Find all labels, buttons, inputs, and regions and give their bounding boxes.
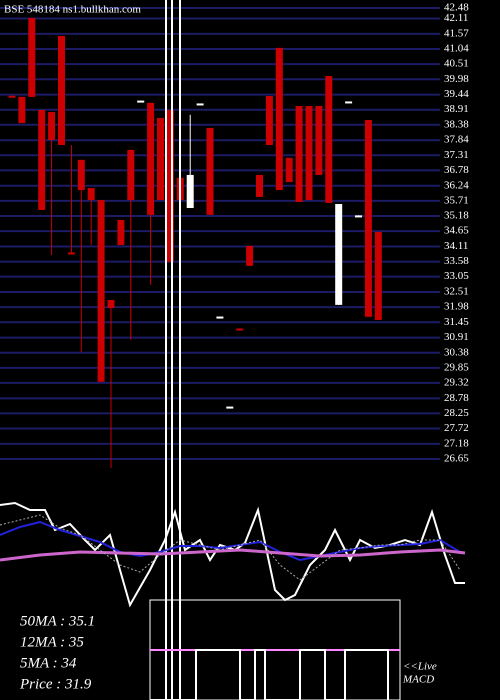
candle-body (137, 100, 145, 103)
candle-body (345, 101, 353, 104)
y-tick-label: 38.91 (444, 103, 469, 115)
y-tick-label: 29.85 (444, 361, 469, 373)
candle-body (157, 117, 164, 201)
candle-body (77, 159, 85, 191)
candle-body (87, 188, 95, 201)
y-tick-label: 31.98 (444, 301, 469, 313)
candle-body (315, 106, 323, 175)
chart-title: BSE 548184 ns1.bullkhan.com (4, 4, 141, 16)
candle-body (325, 76, 333, 203)
y-tick-label: 34.11 (444, 240, 468, 252)
stat-label: Price : 31.9 (19, 676, 92, 692)
candle-body (206, 127, 214, 215)
candle-body (305, 106, 313, 201)
candle-body (216, 316, 224, 319)
y-tick-label: 41.57 (444, 27, 469, 39)
candle-body (265, 96, 273, 146)
y-tick-label: 36.24 (444, 179, 469, 191)
stats: 50MA : 35.1 12MA : 35 5MA : 34 Price : 31.9… (19, 613, 437, 692)
candle-body (374, 231, 382, 320)
y-tick-label: 29.32 (444, 376, 469, 388)
stat-label: 12MA : 35 (20, 634, 84, 650)
candle-body (48, 111, 56, 140)
candle-body (295, 106, 303, 203)
y-tick-label: 36.78 (444, 164, 469, 176)
candle-body (18, 96, 26, 124)
candle-body (38, 109, 46, 210)
live-label: <<Live (403, 661, 437, 673)
candle-body (285, 157, 293, 183)
ma-line (0, 514, 461, 581)
stat-label: 5MA : 34 (20, 655, 77, 671)
candle-body (256, 174, 263, 197)
y-tick-label: 40.51 (444, 58, 469, 70)
candle-body (364, 119, 372, 317)
y-tick-label: 42.11 (444, 12, 468, 24)
y-tick-label: 33.05 (444, 270, 469, 282)
candle-body (335, 204, 343, 305)
y-tick-label: 33.58 (444, 255, 469, 267)
stat-label: 50MA : 35.1 (20, 613, 95, 629)
candle-body (147, 102, 155, 215)
y-tick-label: 30.91 (444, 331, 469, 343)
y-tick-label: 32.51 (444, 286, 469, 298)
y-tick-label: 35.18 (444, 210, 469, 222)
candle-body (97, 200, 105, 382)
y-tick-label: 39.98 (444, 73, 469, 85)
y-tick-label: 38.38 (444, 118, 469, 130)
ma-line (0, 520, 461, 562)
candle-body (275, 47, 283, 191)
y-tick-label: 27.72 (444, 422, 469, 434)
y-tick-label: 34.65 (444, 225, 469, 237)
candles (8, 17, 382, 468)
candle-body (117, 219, 125, 246)
y-tick-label: 26.65 (444, 453, 469, 465)
y-tick-label: 37.84 (444, 134, 469, 146)
candle-body (236, 328, 244, 331)
candle-body (67, 252, 75, 255)
y-tick-label: 31.45 (444, 316, 469, 328)
y-tick-label: 27.18 (444, 437, 469, 449)
live-label: MACD (402, 674, 434, 686)
y-tick-label: 28.78 (444, 392, 469, 404)
candle-body (58, 35, 65, 146)
candle-body (28, 17, 36, 97)
candle-body (8, 95, 16, 98)
candle-body (107, 300, 115, 309)
y-tick-label: 30.38 (444, 346, 469, 358)
y-tick-label: 42.48 (444, 2, 469, 14)
candle-body (127, 149, 135, 201)
candle-body (226, 406, 234, 409)
ma-line (0, 548, 466, 562)
y-tick-label: 41.04 (444, 43, 469, 55)
y-tick-label: 37.31 (444, 149, 469, 161)
candle-body (355, 215, 362, 218)
candle-body (166, 109, 174, 262)
y-tick-label: 39.44 (444, 88, 469, 100)
candle-body (186, 174, 194, 209)
candle-body (196, 103, 204, 106)
macd-line (150, 649, 389, 700)
candle-body (246, 245, 254, 266)
y-tick-label: 28.25 (444, 407, 469, 419)
y-tick-label: 35.71 (444, 194, 469, 206)
